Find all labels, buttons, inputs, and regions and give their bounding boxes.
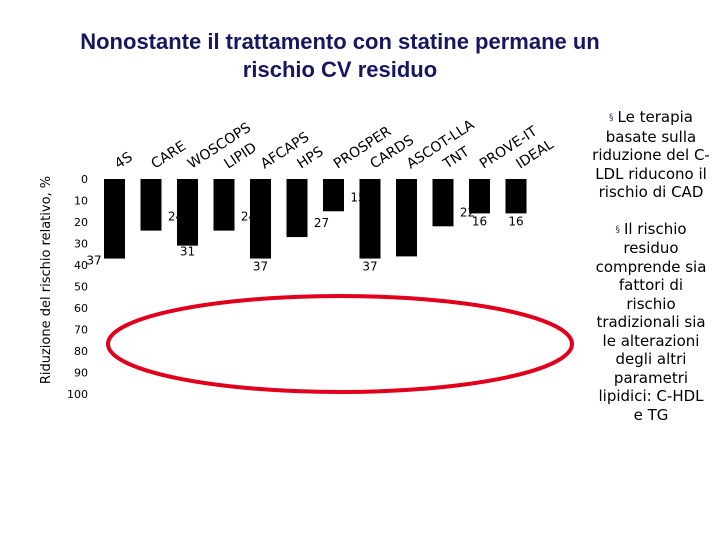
bar — [286, 179, 308, 238]
bar-value-label: 15 — [350, 190, 365, 204]
y-tick-label: 30 — [74, 238, 88, 251]
y-tick-label: 10 — [74, 195, 88, 208]
y-tick-label: 0 — [81, 173, 88, 186]
y-tick-label: 50 — [74, 281, 88, 294]
bullet-list: § Le terapia basate sulla riduzione del C… — [592, 108, 710, 442]
y-tick-label: 60 — [74, 302, 88, 315]
category-label: CARE — [148, 138, 189, 172]
category-label: 4S — [112, 149, 136, 172]
bar-value-label: 31 — [180, 245, 195, 259]
bar — [323, 179, 344, 212]
bullet-marker: § — [609, 113, 614, 123]
y-tick-label: 100 — [67, 388, 88, 401]
bar-value-label: 27 — [314, 216, 329, 230]
bar — [359, 179, 381, 259]
bar — [104, 179, 125, 259]
bar — [177, 179, 198, 246]
y-tick-label: 80 — [74, 345, 88, 358]
title-line-2: rischio CV residuo — [242, 57, 438, 82]
bar — [505, 179, 527, 214]
bar-value-label: 22 — [460, 205, 475, 219]
bullet-2-text: Il rischio residuo comprende sia fattori… — [595, 219, 707, 424]
bar-value-label: 24 — [241, 210, 256, 224]
bar-value-label: 37 — [362, 260, 377, 274]
bar — [250, 179, 271, 259]
bar-value-label: 36 — [399, 243, 414, 257]
bar — [469, 179, 490, 214]
bar — [140, 179, 162, 231]
bar-value-label: 37 — [253, 260, 268, 274]
bar-value-label: 24 — [168, 210, 183, 224]
page-title: Nonostante il trattamento con statine pe… — [40, 28, 640, 84]
y-axis-label: Riduzione del rischio relativo, % — [39, 176, 54, 384]
residual-risk-ellipse — [106, 294, 574, 394]
y-tick-label: 40 — [74, 259, 88, 272]
bullet-1: § Le terapia basate sulla riduzione del C… — [592, 108, 710, 202]
bar-value-label: 16 — [472, 214, 487, 228]
bar — [432, 179, 454, 227]
y-tick-label: 70 — [74, 324, 88, 337]
y-tick-label: 90 — [74, 367, 88, 380]
bar — [213, 179, 235, 231]
bullet-1-text: Le terapia basate sulla riduzione del C-… — [592, 108, 710, 201]
bar — [396, 179, 417, 257]
title-line-1: Nonostante il trattamento con statine pe… — [80, 29, 600, 54]
bar-value-label: 16 — [508, 214, 523, 228]
bar-value-label: 37 — [86, 254, 101, 268]
y-tick-label: 20 — [74, 216, 88, 229]
bullet-2: § Il rischio residuo comprende sia fattor… — [592, 220, 710, 425]
bullet-marker: § — [615, 224, 620, 235]
